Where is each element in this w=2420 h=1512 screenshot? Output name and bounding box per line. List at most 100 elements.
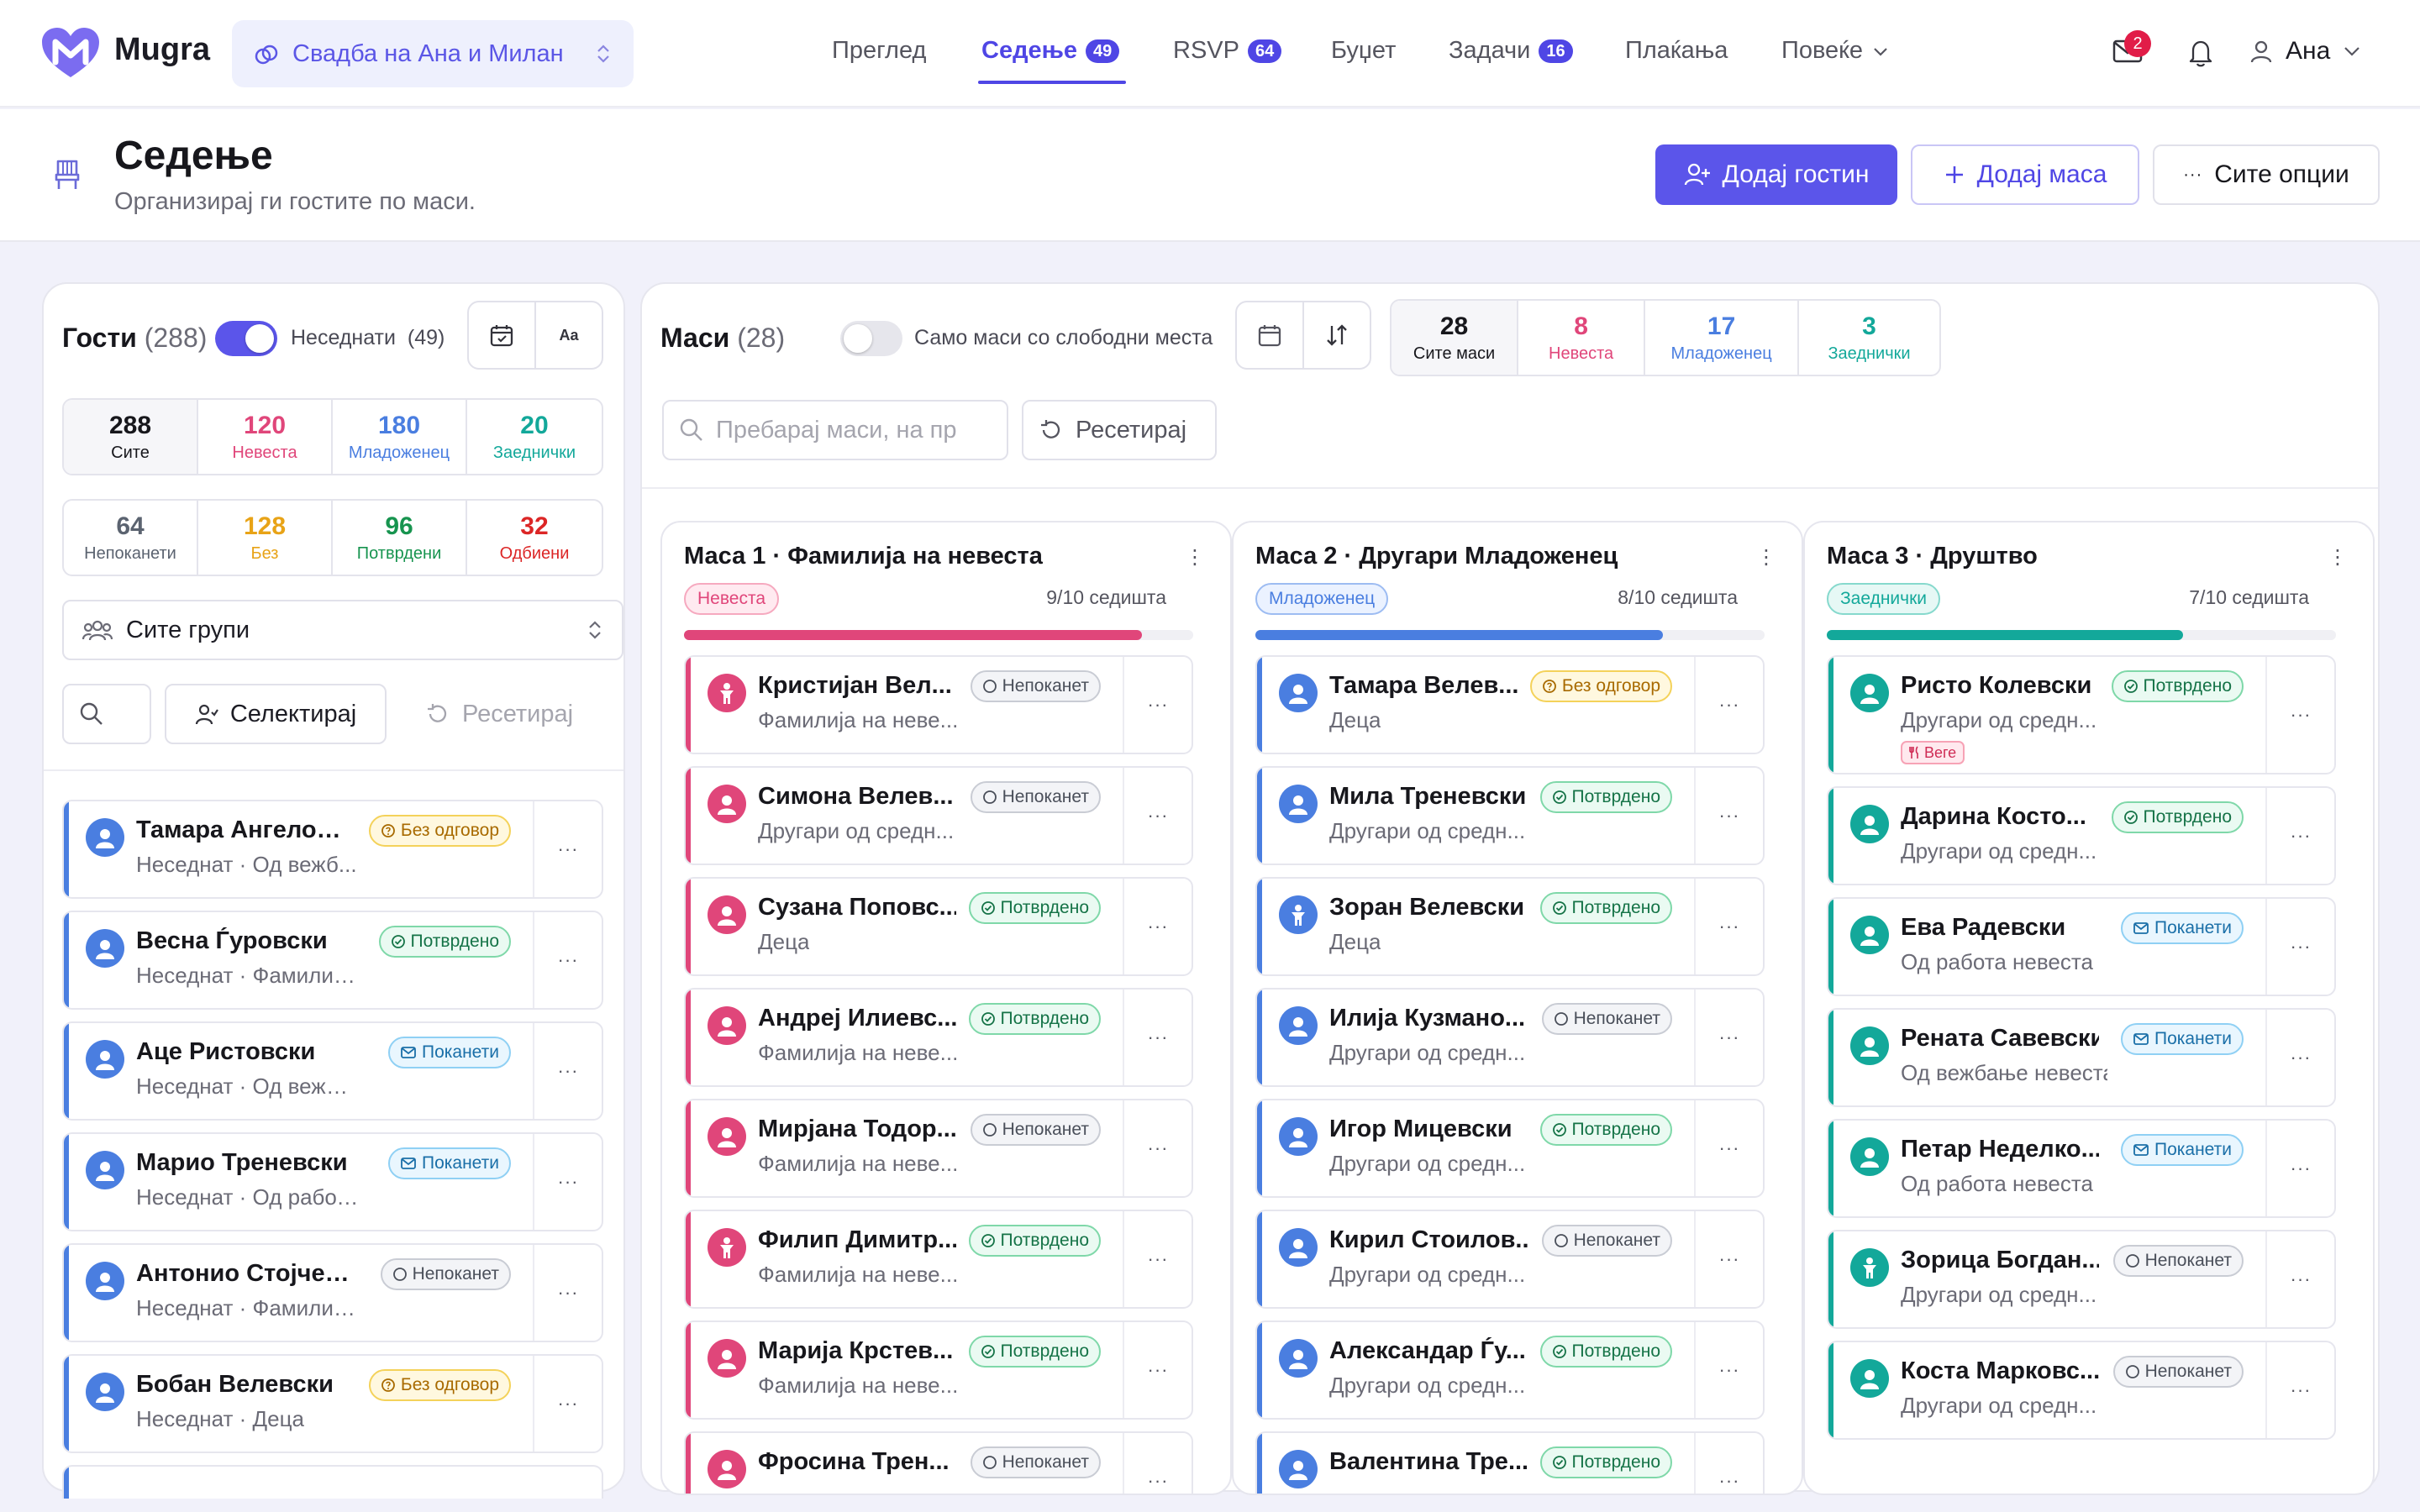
guest-card[interactable] xyxy=(62,1465,603,1499)
stat-no-response[interactable]: 128 Без xyxy=(198,501,333,575)
reset-guests-button[interactable]: Ресетирај xyxy=(408,684,607,744)
seated-guest-card[interactable]: Игор Мицевски Другари од средн... Потврден… xyxy=(1255,1099,1765,1198)
more-actions-button[interactable]: ··· xyxy=(1694,1322,1763,1418)
guest-card[interactable]: Аце Ристовски Неседнат · Од вежбањ... Пока… xyxy=(62,1021,603,1121)
calendar-filter-button[interactable] xyxy=(467,301,536,370)
more-actions-button[interactable]: ··· xyxy=(1123,879,1192,974)
stat-groom-tables[interactable]: 17 Младоженец xyxy=(1645,301,1800,375)
nav-rsvp[interactable]: RSVP 64 xyxy=(1173,37,1282,65)
stat-shared[interactable]: 20 Заеднички xyxy=(492,411,576,462)
guest-search-button[interactable] xyxy=(62,684,151,744)
seated-guest-card[interactable]: Мирјана Тодор... Фамилија на неве... Непок… xyxy=(684,1099,1193,1198)
more-actions-button[interactable]: ··· xyxy=(1123,1322,1192,1418)
user-menu[interactable]: Ана xyxy=(2249,37,2362,66)
more-actions-button[interactable]: ··· xyxy=(2265,657,2334,773)
more-actions-button[interactable]: ··· xyxy=(533,801,602,897)
more-actions-button[interactable]: ··· xyxy=(1123,1100,1192,1196)
more-actions-button[interactable]: ··· xyxy=(533,1023,602,1119)
seated-guest-card[interactable]: Фросина Трен... Непоканет ··· xyxy=(684,1431,1193,1494)
seated-guest-card[interactable]: Валентина Тре... Потврдено ··· xyxy=(1255,1431,1765,1494)
add-guest-button[interactable]: Додај гостин xyxy=(1655,144,1897,205)
event-selector[interactable]: Свадба на Ана и Милан xyxy=(232,20,634,87)
more-actions-button[interactable]: ··· xyxy=(2265,1121,2334,1216)
more-actions-button[interactable]: ··· xyxy=(1123,1433,1192,1494)
nav-seating[interactable]: Седење 49 xyxy=(981,37,1120,65)
more-actions-button[interactable]: ··· xyxy=(533,912,602,1008)
guest-card[interactable]: Марио Треневски Неседнат · Од работа ... П… xyxy=(62,1132,603,1231)
table-title[interactable]: Маса 2 · Другари Младоженец xyxy=(1255,543,1618,570)
stat-bride-tables[interactable]: 8 Невеста xyxy=(1518,301,1646,375)
add-table-button[interactable]: Додај маса xyxy=(1911,144,2139,205)
seated-guest-card[interactable]: Тамара Велев... Деца Без одговор ··· xyxy=(1255,655,1765,754)
seated-guest-card[interactable]: Илија Кузмано... Другари од средн... Непок… xyxy=(1255,988,1765,1087)
more-actions-button[interactable]: ··· xyxy=(2265,899,2334,995)
seated-guest-card[interactable]: Зорица Богдан... Другари од средн... Непок… xyxy=(1827,1230,2336,1329)
stat-shared-tables[interactable]: 3 Заеднички xyxy=(1828,312,1911,363)
seated-guest-card[interactable]: Рената Савевски Од вежбање невеста Поканет… xyxy=(1827,1008,2336,1107)
table-menu-icon[interactable]: ⋮ xyxy=(1756,546,1776,569)
seated-guest-card[interactable]: Филип Димитр... Фамилија на неве... Потврд… xyxy=(684,1210,1193,1309)
stat-declined[interactable]: 32 Одбиени xyxy=(499,512,570,563)
seated-guest-card[interactable]: Дарина Косто... Другари од средн... Потврд… xyxy=(1827,786,2336,885)
seated-guest-card[interactable]: Петар Неделко... Од работа невеста Поканет… xyxy=(1827,1119,2336,1218)
more-actions-button[interactable]: ··· xyxy=(2265,1010,2334,1105)
more-actions-button[interactable]: ··· xyxy=(1123,768,1192,864)
nav-more[interactable]: Повеќе xyxy=(1781,37,1890,65)
nav-payments[interactable]: Плаќања xyxy=(1625,37,1728,64)
seated-guest-card[interactable]: Коста Марковс... Другари од средн... Непок… xyxy=(1827,1341,2336,1440)
more-actions-button[interactable]: ··· xyxy=(1694,1211,1763,1307)
seated-guest-card[interactable]: Симона Велев... Другари од средн... Непока… xyxy=(684,766,1193,865)
more-actions-button[interactable]: ··· xyxy=(1694,1433,1763,1494)
more-actions-button[interactable]: ··· xyxy=(1694,990,1763,1085)
stat-bride[interactable]: 120 Невеста xyxy=(198,400,333,474)
seated-guest-card[interactable]: Александар Ѓу... Другари од средн... Потвр… xyxy=(1255,1320,1765,1420)
more-actions-button[interactable]: ··· xyxy=(2265,1231,2334,1327)
nav-overview[interactable]: Преглед xyxy=(832,37,927,64)
guest-card[interactable]: Антонио Стојчевс... Неседнат · Фамилија .… xyxy=(62,1243,603,1342)
stat-uninvited[interactable]: 64 Непоканети xyxy=(64,501,198,575)
stat-all-tables[interactable]: 28 Сите маси xyxy=(1392,301,1519,375)
group-select[interactable]: Сите групи xyxy=(62,600,623,660)
more-actions-button[interactable]: ··· xyxy=(1694,768,1763,864)
more-actions-button[interactable]: ··· xyxy=(2265,1342,2334,1438)
seated-guest-card[interactable]: Кристијан Вел... Фамилија на неве... Непок… xyxy=(684,655,1193,754)
more-actions-button[interactable]: ··· xyxy=(533,1134,602,1230)
more-actions-button[interactable]: ··· xyxy=(1123,657,1192,753)
table-search-input[interactable]: Пребарај маси, на пр xyxy=(662,400,1008,460)
seated-guest-card[interactable]: Марија Крстев... Фамилија на неве... Потвр… xyxy=(684,1320,1193,1420)
stat-all[interactable]: 288 Сите xyxy=(64,400,198,474)
seated-guest-card[interactable]: Кирил Стоилов... Другари од средн... Непок… xyxy=(1255,1210,1765,1309)
sort-button[interactable] xyxy=(1302,301,1371,370)
seated-guest-card[interactable]: Сузана Поповс... Деца Потврдено ··· xyxy=(684,877,1193,976)
more-actions-button[interactable]: ··· xyxy=(1694,879,1763,974)
more-actions-button[interactable]: ··· xyxy=(1123,1211,1192,1307)
more-actions-button[interactable]: ··· xyxy=(2265,788,2334,884)
unseated-toggle[interactable] xyxy=(215,321,277,356)
nav-tasks[interactable]: Задачи 16 xyxy=(1449,37,1573,65)
stat-confirmed[interactable]: 96 Потврдени xyxy=(333,501,467,575)
reset-tables-button[interactable]: Ресетирај xyxy=(1022,400,1217,460)
table-title[interactable]: Маса 3 · Друштво xyxy=(1827,543,2038,570)
select-guests-button[interactable]: Селектирај xyxy=(165,684,387,744)
table-menu-icon[interactable]: ⋮ xyxy=(2328,546,2348,569)
guest-card[interactable]: Бобан Велевски Неседнат · Деца Без одговор… xyxy=(62,1354,603,1453)
guest-card[interactable]: Весна Ѓуровски Неседнат · Фамилија ... Пот… xyxy=(62,911,603,1010)
seated-guest-card[interactable]: Ристо Колевски Другари од средн... Потврде… xyxy=(1827,655,2336,774)
tables-calendar-button[interactable] xyxy=(1235,301,1304,370)
stat-groom[interactable]: 180 Младоженец xyxy=(333,400,467,474)
more-actions-button[interactable]: ··· xyxy=(533,1245,602,1341)
more-actions-button[interactable]: ··· xyxy=(1123,990,1192,1085)
seated-guest-card[interactable]: Андреј Илиевс... Фамилија на неве... Потвр… xyxy=(684,988,1193,1087)
more-actions-button[interactable]: ··· xyxy=(1694,657,1763,753)
table-menu-icon[interactable]: ⋮ xyxy=(1185,546,1205,569)
seated-guest-card[interactable]: Мила Треневски Другари од средн... Потврде… xyxy=(1255,766,1765,865)
free-seats-toggle[interactable] xyxy=(840,321,902,356)
bell-icon[interactable] xyxy=(2188,39,2213,67)
more-actions-button[interactable]: ··· xyxy=(1694,1100,1763,1196)
seated-guest-card[interactable]: Зоран Велевски Деца Потврдено ··· xyxy=(1255,877,1765,976)
guest-card[interactable]: Тамара Ангелов... Неседнат · Од вежб... Бе… xyxy=(62,800,603,899)
table-title[interactable]: Маса 1 · Фамилија на невеста xyxy=(684,543,1043,570)
font-size-button[interactable]: Aa xyxy=(534,301,603,370)
all-options-button[interactable]: ··· Сите опции xyxy=(2153,144,2380,205)
more-actions-button[interactable]: ··· xyxy=(533,1356,602,1452)
